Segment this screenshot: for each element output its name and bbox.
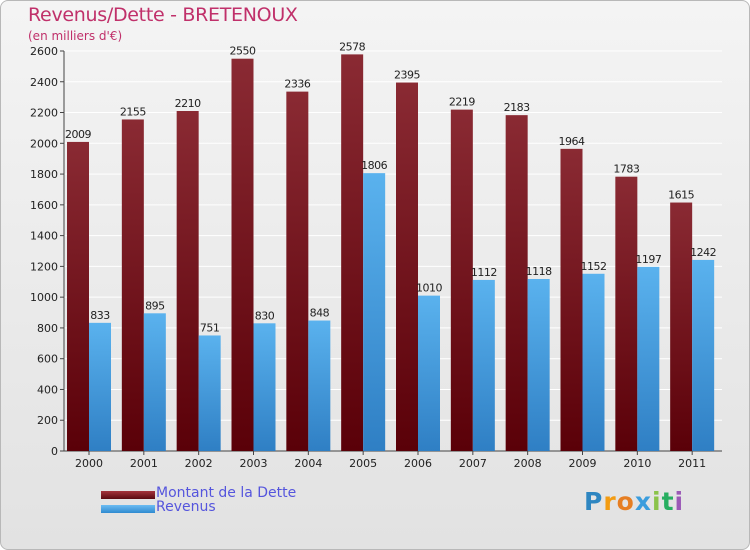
data-label: 1242 [690,246,716,259]
legend-label-dette: Montant de la Dette [156,485,297,501]
logo-letter: i [674,487,685,516]
data-label: 1112 [471,266,497,279]
data-label: 2210 [175,97,201,110]
x-tick-label: 2002 [185,457,213,470]
y-tick-label: 1800 [30,168,58,181]
y-tick-label: 200 [37,414,58,427]
data-label: 2155 [120,105,146,118]
bar-revenus [692,259,715,451]
y-tick-label: 1400 [30,230,58,243]
bar-dette [67,141,89,451]
y-tick-label: 600 [37,353,58,366]
logo-letter: t [661,487,675,516]
data-label: 2336 [284,78,310,91]
data-label: 2395 [394,69,420,82]
data-label: 1118 [526,265,552,278]
bar-revenus [472,279,495,451]
bar-dette [560,148,583,451]
y-tick-label: 2200 [30,107,58,120]
y-tick-label: 0 [51,445,58,458]
bar-revenus [89,322,111,451]
logo-letter: i [652,487,662,516]
logo-letter: x [634,487,652,516]
x-tick-label: 2005 [349,457,377,470]
bar-revenus [418,295,440,451]
x-tick-label: 2004 [294,457,322,470]
data-label: 2183 [504,101,530,114]
bar-revenus [308,320,331,451]
y-tick-label: 800 [37,322,58,335]
x-tick-label: 2006 [404,457,432,470]
x-tick-label: 2008 [514,457,542,470]
y-tick-label: 400 [37,383,58,396]
data-label: 848 [310,307,330,320]
proxiti-logo: Proxiti [584,487,684,516]
bar-dette [505,115,528,452]
bar-dette [286,91,309,451]
legend-label-revenus: Revenus [156,499,216,515]
bar-dette [231,58,254,451]
x-tick-label: 2007 [459,457,487,470]
data-label: 1615 [668,189,694,202]
x-tick-label: 2011 [678,457,706,470]
legend-swatch-revenus [101,505,155,513]
y-tick-label: 2400 [30,76,58,89]
bar-revenus [198,335,221,451]
data-label: 1964 [559,135,585,148]
x-tick-label: 2003 [240,457,268,470]
y-tick-label: 1000 [30,291,58,304]
bar-dette [396,82,418,452]
data-label: 1806 [361,159,387,172]
data-label: 1010 [416,282,442,295]
bar-revenus [527,279,550,451]
x-tick-label: 2000 [75,457,103,470]
y-tick-label: 1200 [30,260,58,273]
data-label: 2550 [230,45,256,58]
logo-letter: r [603,487,617,516]
logo-letter: P [584,487,604,516]
data-label: 2578 [339,40,365,53]
bar-dette [121,119,144,451]
y-tick-label: 1600 [30,199,58,212]
data-label: 833 [90,309,110,322]
data-label: 751 [200,321,220,334]
data-label: 895 [145,299,165,312]
bar-dette [341,54,364,452]
bar-dette [450,109,473,451]
bar-revenus [143,313,166,451]
bar-revenus [637,266,660,451]
bar-revenus [582,273,605,451]
y-tick-label: 2000 [30,137,58,150]
x-tick-label: 2010 [623,457,651,470]
bar-dette [615,176,638,451]
x-tick-label: 2009 [569,457,597,470]
data-label: 830 [255,309,275,322]
bar-dette [176,111,199,451]
x-tick-label: 2001 [130,457,158,470]
bar-dette [670,202,693,451]
data-label: 1152 [581,260,607,273]
chart-subtitle: (en milliers d'€) [28,29,123,43]
data-label: 1783 [613,163,639,176]
bar-revenus [363,173,386,451]
chart-title: Revenus/Dette - BRETENOUX [28,4,298,26]
data-label: 2009 [65,128,91,141]
logo-letter: o [616,487,635,516]
bar-revenus [253,323,276,451]
y-tick-label: 2600 [30,45,58,58]
data-label: 2219 [449,96,475,109]
legend-swatch-dette [101,491,155,499]
data-label: 1197 [635,253,661,266]
